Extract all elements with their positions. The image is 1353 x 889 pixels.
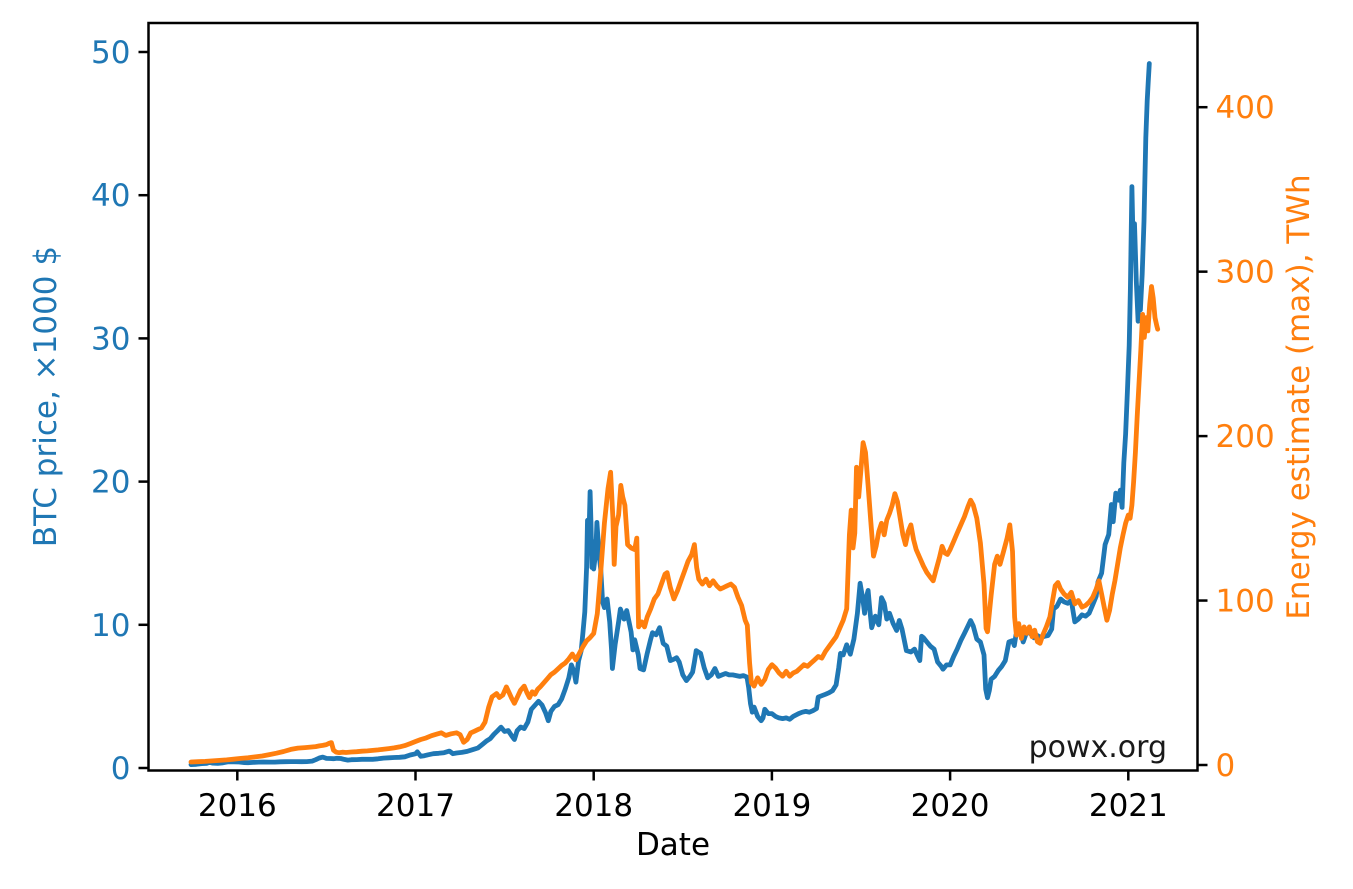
x-tick-label: 2019 [732,788,811,824]
plot-border [147,21,1199,772]
right-tick-label: 300 [1216,255,1275,291]
series-energy-estimate-max- [188,284,1161,765]
y-axis-left-label: BTC price, ×1000 $ [28,246,64,547]
right-tick-label: 0 [1216,748,1236,784]
left-tick-label: 40 [91,178,130,214]
x-axis-label: Date [636,827,710,863]
x-tick-label: 2018 [554,788,633,824]
left-tick-label: 0 [111,751,131,787]
left-tick-label: 20 [91,465,130,501]
left-tick-label: 50 [91,35,130,71]
x-tick-label: 2017 [376,788,455,824]
y-axis-right-label: Energy estimate (max), TWh [1281,174,1317,619]
right-tick-label: 200 [1216,419,1275,455]
watermark: powx.org [1029,730,1167,765]
series-btc-price [188,61,1152,767]
x-tick-label: 2021 [1089,788,1168,824]
left-tick-label: 30 [91,321,130,357]
right-tick-label: 100 [1216,584,1275,620]
left-tick-label: 10 [91,608,130,644]
x-tick-label: 2020 [911,788,990,824]
right-tick-label: 400 [1216,90,1275,126]
x-tick-label: 2016 [198,788,277,824]
series-layer [188,61,1161,767]
axes-layer: 2016 2017 2018 2019 2020 2021 0 10 20 30 40 50 0 100 2… [91,21,1275,824]
